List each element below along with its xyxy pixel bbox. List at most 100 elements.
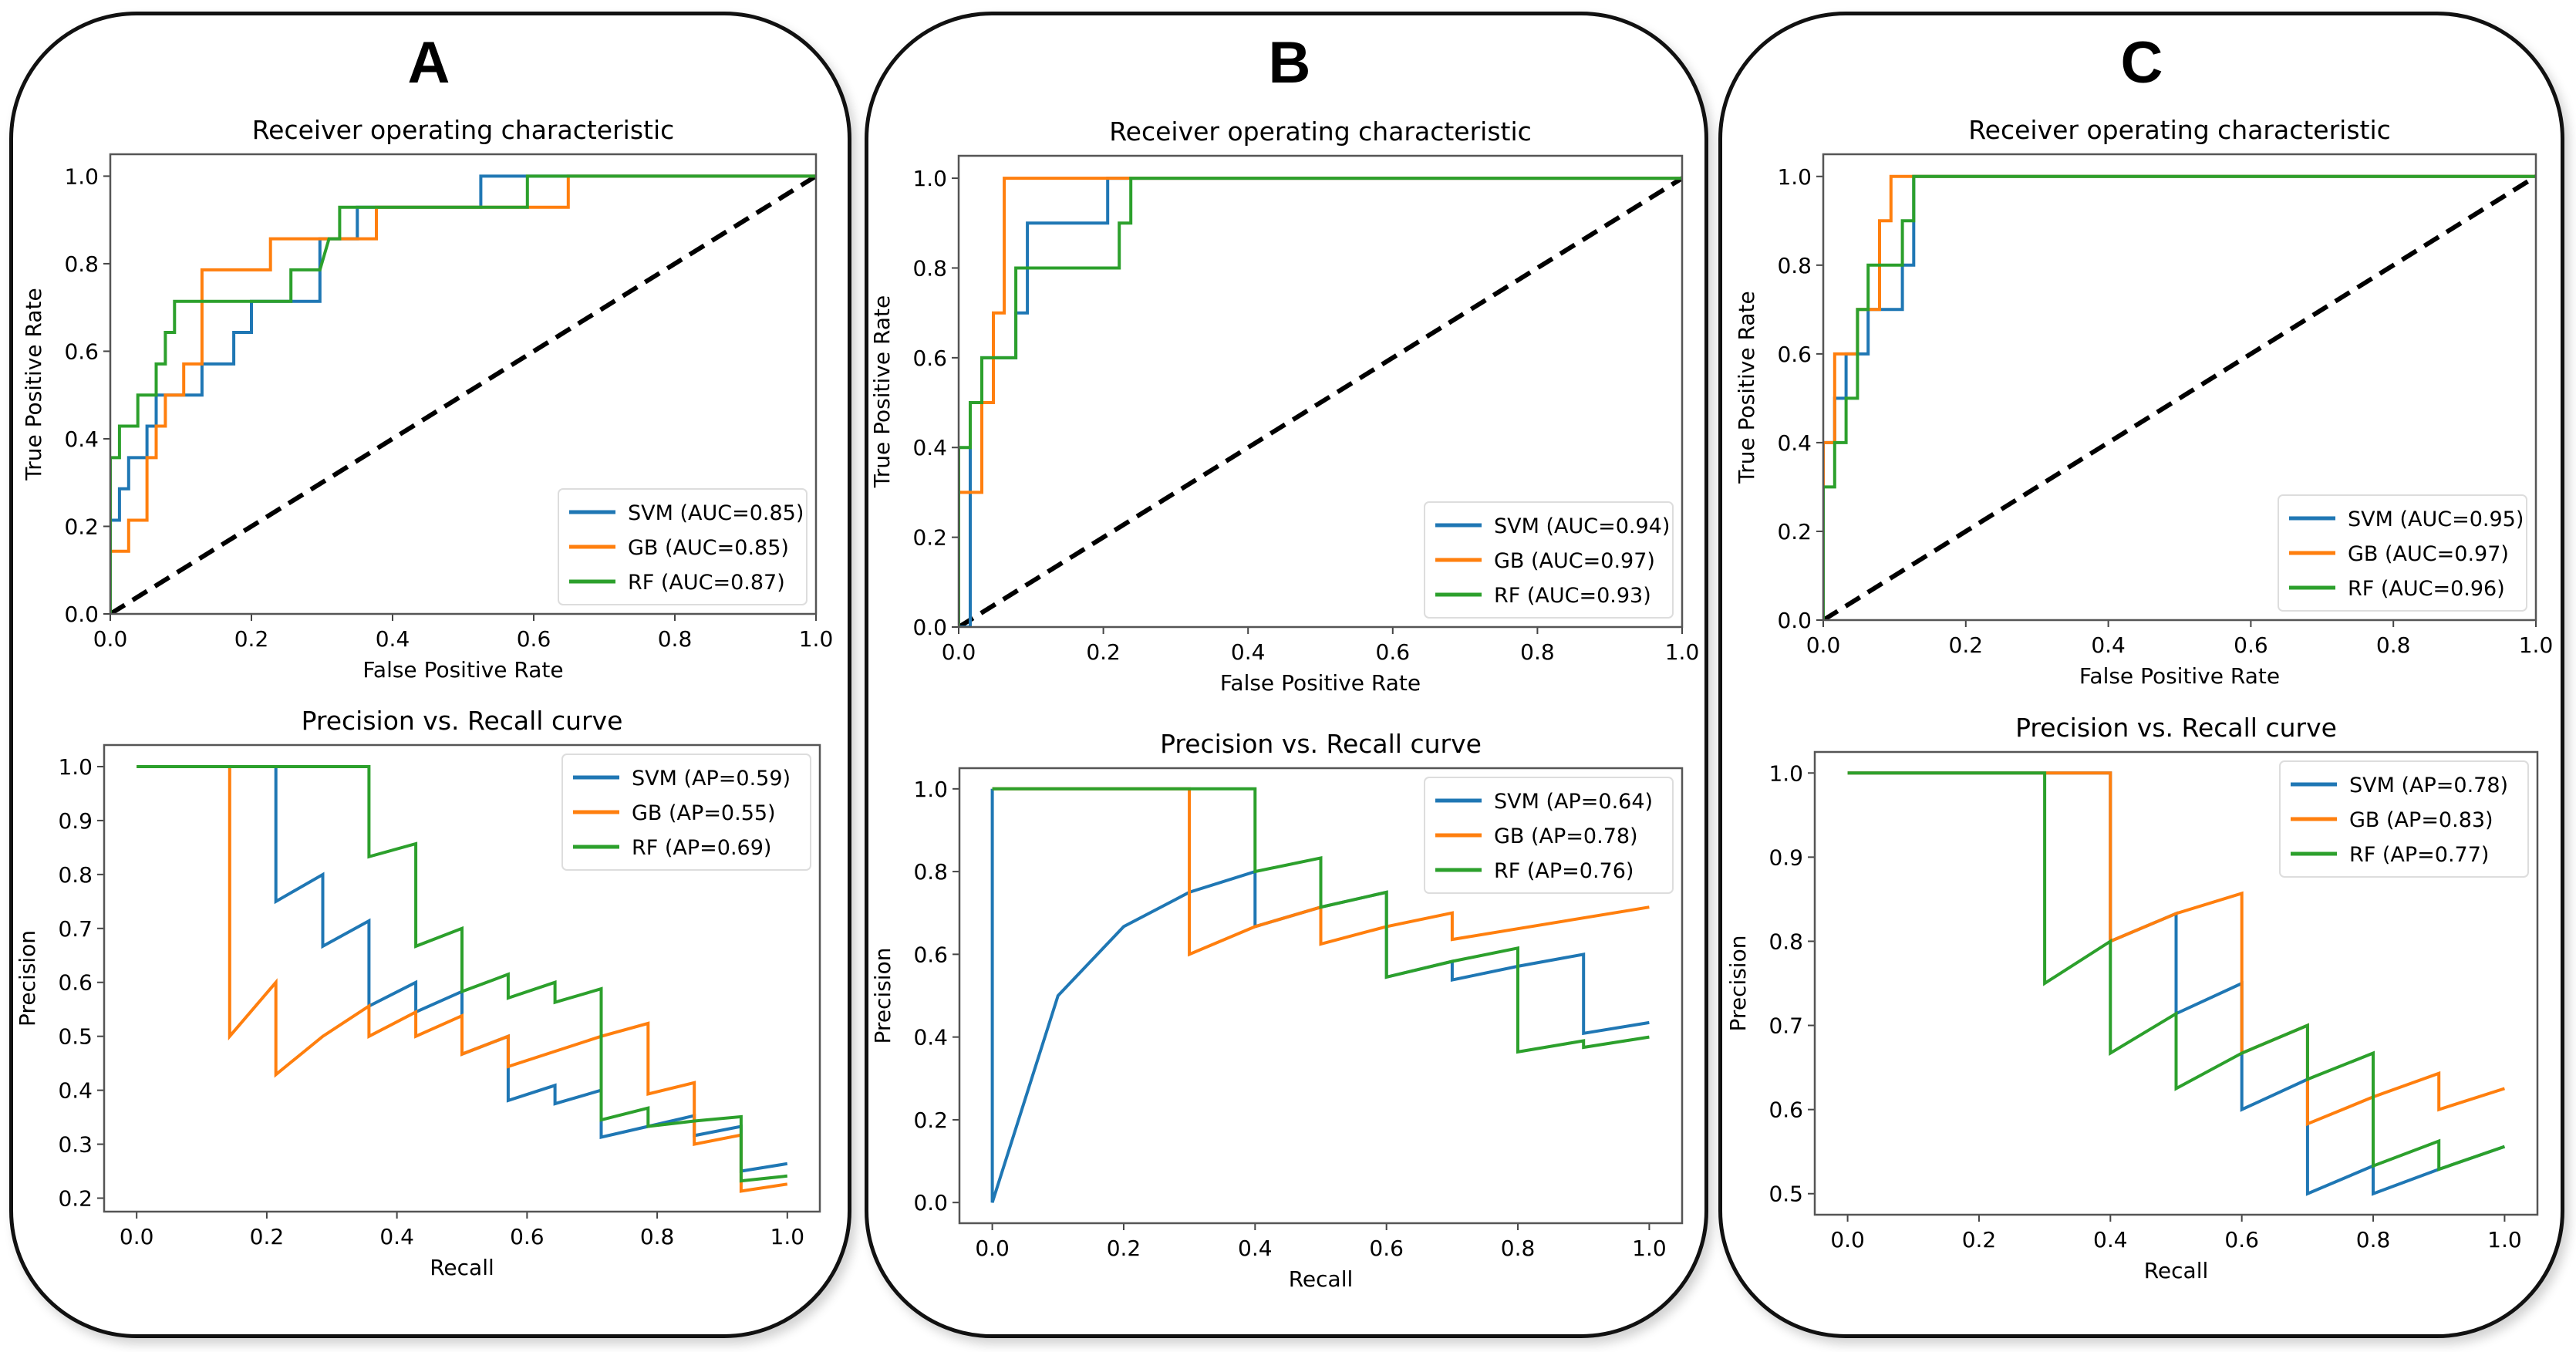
legend: SVM (AP=0.59) GB (AP=0.55) RF (AP=0.69)	[561, 754, 811, 871]
y-tick-label: 0.8	[912, 255, 947, 281]
x-tick-label: 0.6	[2234, 632, 2268, 658]
y-axis-label: True Positive Rate	[1734, 291, 1759, 484]
panel-letter-b: B	[1268, 30, 1311, 96]
y-tick-label: 0.2	[64, 514, 99, 539]
x-tick-label: 0.0	[942, 639, 976, 665]
legend: SVM (AUC=0.94) GB (AUC=0.97) RF (AUC=0.93)	[1424, 501, 1674, 619]
y-tick-label: 0.4	[913, 1025, 948, 1050]
legend-box	[2278, 494, 2527, 612]
legend-label-gb: GB (AP=0.83)	[2349, 808, 2493, 832]
legend-label-rf: RF (AP=0.77)	[2349, 843, 2489, 867]
y-tick-label: 0.3	[58, 1132, 93, 1158]
plot-area	[137, 765, 788, 1193]
plot-area	[990, 787, 1650, 1203]
x-tick-label: 0.8	[2356, 1227, 2391, 1253]
legend-box	[1424, 501, 1674, 619]
series-line-rf	[992, 787, 1650, 1054]
y-axis-label: Precision	[870, 948, 895, 1044]
x-tick-label: 1.0	[799, 626, 834, 652]
x-tick-label: 0.2	[234, 626, 269, 652]
y-tick-label: 0.8	[913, 859, 948, 885]
x-tick-label: 0.2	[1086, 639, 1121, 665]
y-tick-label: 0.6	[58, 970, 93, 996]
x-tick-label: 0.8	[658, 626, 693, 652]
y-tick-label: 0.4	[912, 435, 947, 460]
y-tick-label: 0.2	[912, 525, 947, 551]
x-tick-label: 0.8	[640, 1224, 675, 1249]
x-tick-label: 0.6	[510, 1224, 545, 1249]
y-tick-label: 0.6	[913, 942, 948, 967]
y-tick-label: 0.7	[58, 916, 93, 942]
x-tick-label: 1.0	[1632, 1236, 1667, 1261]
y-tick-label: 0.6	[912, 346, 947, 371]
chart-title: Precision vs. Recall curve	[1160, 729, 1482, 759]
series-line-gb	[959, 177, 1682, 627]
x-tick-label: 0.4	[1231, 639, 1266, 665]
series-line-gb	[137, 765, 788, 1193]
y-tick-label: 0.6	[64, 339, 99, 364]
legend-label-svm: SVM (AUC=0.95)	[2348, 507, 2524, 531]
x-axis-label: Recall	[430, 1255, 494, 1280]
legend: SVM (AUC=0.85) GB (AUC=0.85) RF (AUC=0.87)	[558, 488, 808, 605]
x-tick-label: 0.0	[1806, 632, 1841, 658]
axes-frame	[1813, 750, 2539, 1216]
chart-a-pr: Precision vs. Recall curve 0.0 0.2 0.4 0.6 0.…	[15, 706, 821, 1280]
y-tick-label: 0.0	[1777, 608, 1812, 633]
x-tick-label: 0.0	[120, 1224, 154, 1249]
legend-label-rf: RF (AP=0.76)	[1494, 859, 1634, 883]
legend-box	[1424, 777, 1674, 894]
x-tick-label: 0.8	[1520, 639, 1555, 665]
y-tick-label: 0.4	[64, 427, 99, 452]
x-axis-label: False Positive Rate	[1220, 670, 1421, 696]
plot-area	[110, 174, 816, 614]
x-tick-label: 0.0	[975, 1236, 1010, 1261]
x-axis-label: False Positive Rate	[2079, 663, 2280, 689]
series-line-gb	[992, 787, 1650, 957]
chart-b-roc: Receiver operating characteristic 0.0 0.2 0…	[869, 116, 1699, 696]
x-axis-label: Recall	[1289, 1266, 1354, 1292]
legend-label-rf: RF (AP=0.69)	[632, 836, 771, 860]
legend: SVM (AP=0.78) GB (AP=0.83) RF (AP=0.77)	[2279, 760, 2529, 878]
chart-c-roc: Receiver operating characteristic 0.0 0.2 0…	[1734, 115, 2553, 689]
x-tick-label: 0.0	[1830, 1227, 1865, 1253]
legend: SVM (AUC=0.95) GB (AUC=0.97) RF (AUC=0.96)	[2278, 494, 2527, 612]
axes-frame	[109, 153, 818, 615]
y-tick-label: 0.9	[58, 808, 93, 834]
x-tick-label: 0.8	[1501, 1236, 1536, 1261]
x-tick-label: 0.0	[93, 626, 128, 652]
series-line-rf	[110, 174, 816, 614]
y-tick-label: 1.0	[912, 166, 947, 191]
legend-label-svm: SVM (AP=0.64)	[1494, 790, 1653, 814]
chance-diagonal-line	[110, 174, 816, 614]
x-tick-label: 0.4	[1238, 1236, 1273, 1261]
chance-diagonal-line	[1823, 174, 2536, 620]
x-tick-label: 1.0	[2519, 632, 2554, 658]
panel-a	[9, 12, 851, 1338]
y-tick-label: 0.7	[1768, 1013, 1803, 1039]
chart-title: Receiver operating characteristic	[1109, 116, 1532, 147]
axes-frame	[958, 767, 1684, 1225]
legend-box	[558, 488, 808, 605]
x-tick-label: 1.0	[2487, 1227, 2522, 1253]
x-tick-label: 1.0	[1665, 639, 1700, 665]
panel-letter-a: A	[407, 30, 450, 96]
legend-label-gb: GB (AUC=0.85)	[628, 536, 789, 560]
y-tick-label: 0.5	[58, 1024, 93, 1050]
x-tick-label: 0.2	[1107, 1236, 1141, 1261]
x-tick-label: 0.6	[1369, 1236, 1404, 1261]
y-tick-label: 0.4	[1777, 430, 1812, 456]
legend-label-svm: SVM (AP=0.59)	[632, 767, 791, 791]
y-tick-label: 1.0	[1777, 164, 1812, 190]
y-tick-label: 0.9	[1768, 845, 1803, 870]
legend-box	[2279, 760, 2529, 878]
panel-letter-c: C	[2120, 30, 2163, 96]
series-line-rf	[137, 765, 788, 1183]
series-line-rf	[1847, 771, 2506, 1172]
axes-frame	[103, 743, 821, 1213]
series-line-rf	[1823, 174, 2536, 620]
legend-label-gb: GB (AUC=0.97)	[1494, 549, 1655, 573]
y-tick-label: 0.0	[912, 615, 947, 640]
legend-label-svm: SVM (AP=0.78)	[2349, 774, 2508, 797]
x-tick-label: 0.2	[1962, 1227, 1997, 1253]
chart-b-pr: Precision vs. Recall curve 0.0 0.2 0.4 0.6 0.…	[870, 729, 1684, 1292]
